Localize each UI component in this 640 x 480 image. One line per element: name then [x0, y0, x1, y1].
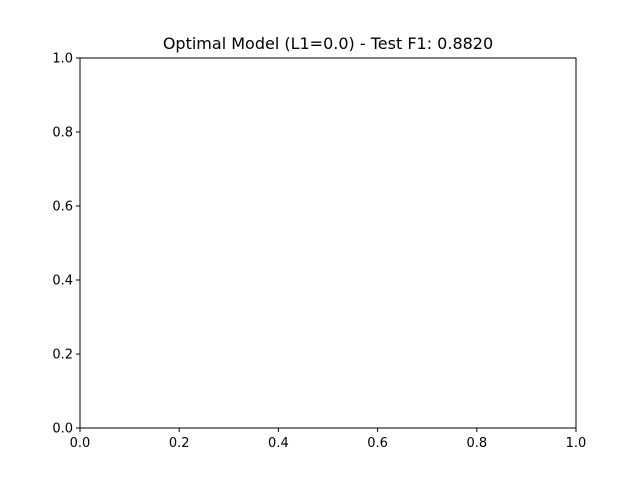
- y-tick-label: 0.0: [52, 422, 73, 437]
- axes-frame: [79, 57, 577, 429]
- y-tick-label: 1.0: [52, 52, 73, 67]
- x-tick-label: 0.6: [367, 436, 388, 451]
- plot-area: [80, 58, 576, 428]
- y-tick-label: 0.6: [52, 200, 73, 215]
- x-axis: 0.0 0.2 0.4 0.6 0.8 1.0: [70, 428, 587, 451]
- y-tick-label: 0.2: [52, 348, 73, 363]
- y-axis: 0.0 0.2 0.4 0.6 0.8 1.0: [52, 52, 80, 437]
- chart-title: Optimal Model (L1=0.0) - Test F1: 0.8820: [163, 34, 493, 53]
- y-tick-label: 0.8: [52, 126, 73, 141]
- x-tick-label: 0.4: [268, 436, 289, 451]
- x-tick-label: 1.0: [566, 436, 587, 451]
- x-tick-label: 0.8: [466, 436, 487, 451]
- x-tick-label: 0.0: [70, 436, 91, 451]
- y-tick-label: 0.4: [52, 274, 73, 289]
- x-tick-label: 0.2: [169, 436, 190, 451]
